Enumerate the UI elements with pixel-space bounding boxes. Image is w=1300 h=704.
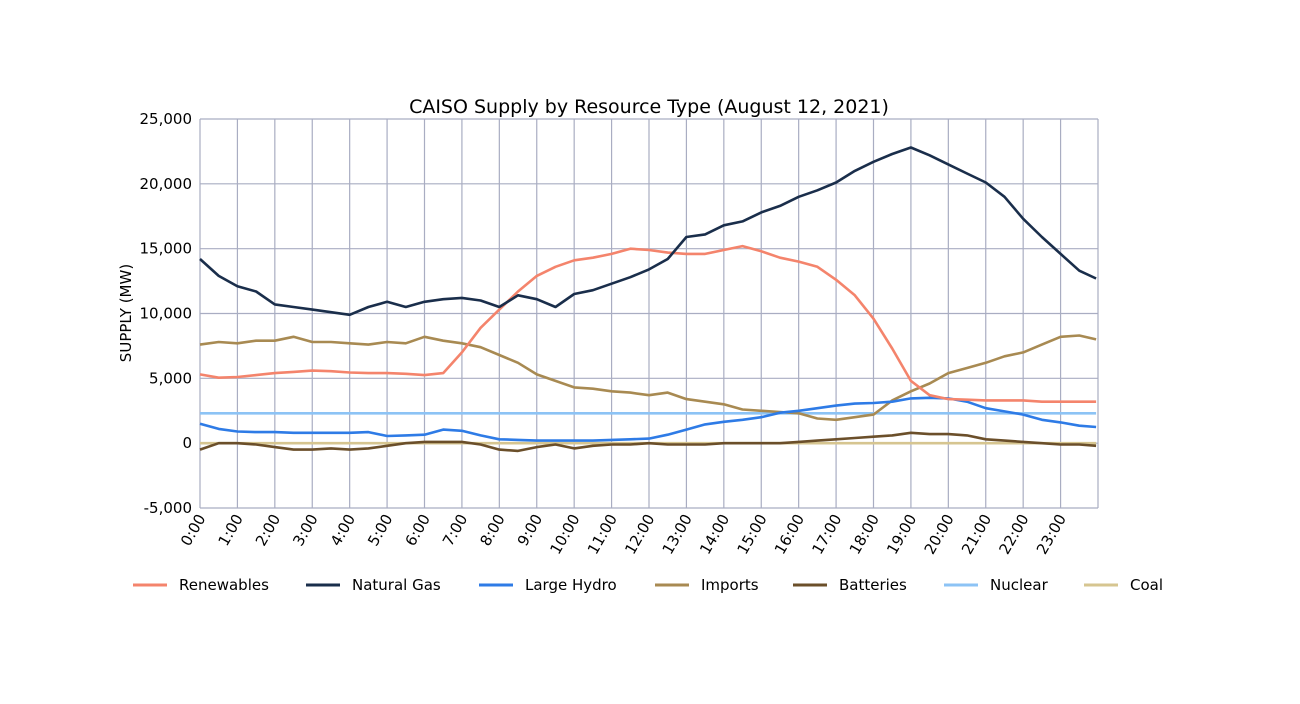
x-tick-label: 10:00 <box>546 511 583 557</box>
axes: -5,00005,00010,00015,00020,00025,0000:00… <box>140 110 1071 557</box>
x-tick-label: 19:00 <box>883 511 920 557</box>
y-tick-label: 25,000 <box>140 110 193 128</box>
legend-label-renewables: Renewables <box>179 576 269 594</box>
chart-title: CAISO Supply by Resource Type (August 12… <box>409 96 889 118</box>
x-tick-label: 5:00 <box>364 511 396 549</box>
legend-label-large-hydro: Large Hydro <box>525 576 617 594</box>
x-tick-label: 6:00 <box>402 511 434 549</box>
x-tick-label: 20:00 <box>921 511 958 557</box>
series-line-natural-gas <box>199 146 1097 317</box>
y-tick-label: 15,000 <box>140 240 193 258</box>
legend-label-imports: Imports <box>701 576 759 594</box>
x-tick-label: 1:00 <box>214 511 246 549</box>
y-axis-label: SUPPLY (MW) <box>117 264 135 362</box>
x-tick-label: 17:00 <box>808 511 845 557</box>
legend-label-batteries: Batteries <box>839 576 907 594</box>
legend-label-coal: Coal <box>1130 576 1163 594</box>
x-tick-label: 16:00 <box>771 511 808 557</box>
x-tick-label: 12:00 <box>621 511 658 557</box>
x-tick-label: 3:00 <box>289 511 321 549</box>
y-tick-label: 20,000 <box>140 175 193 193</box>
x-tick-label: 21:00 <box>958 511 995 557</box>
series-line-imports <box>199 334 1097 422</box>
x-tick-label: 18:00 <box>846 511 883 557</box>
x-tick-label: 8:00 <box>476 511 508 549</box>
y-tick-label: 10,000 <box>140 305 193 323</box>
x-tick-label: 23:00 <box>1033 511 1070 557</box>
x-tick-label: 14:00 <box>696 511 733 557</box>
legend: Renewables Natural Gas Large Hydro Imports B… <box>133 576 1163 594</box>
x-tick-label: 15:00 <box>734 511 771 557</box>
x-tick-label: 9:00 <box>514 511 546 549</box>
y-tick-label: -5,000 <box>144 499 192 517</box>
legend-label-nuclear: Nuclear <box>990 576 1049 594</box>
x-tick-label: 22:00 <box>995 511 1032 557</box>
series-lines <box>199 146 1097 453</box>
x-tick-label: 11:00 <box>584 511 621 557</box>
x-tick-label: 13:00 <box>659 511 696 557</box>
series-line-renewables <box>199 244 1097 404</box>
x-tick-label: 4:00 <box>327 511 359 549</box>
x-tick-label: 2:00 <box>252 511 284 549</box>
series-line-batteries <box>199 431 1097 453</box>
y-tick-label: 0 <box>182 434 192 452</box>
legend-label-natural-gas: Natural Gas <box>352 576 441 594</box>
x-tick-label: 7:00 <box>439 511 471 549</box>
y-tick-label: 5,000 <box>149 369 192 387</box>
